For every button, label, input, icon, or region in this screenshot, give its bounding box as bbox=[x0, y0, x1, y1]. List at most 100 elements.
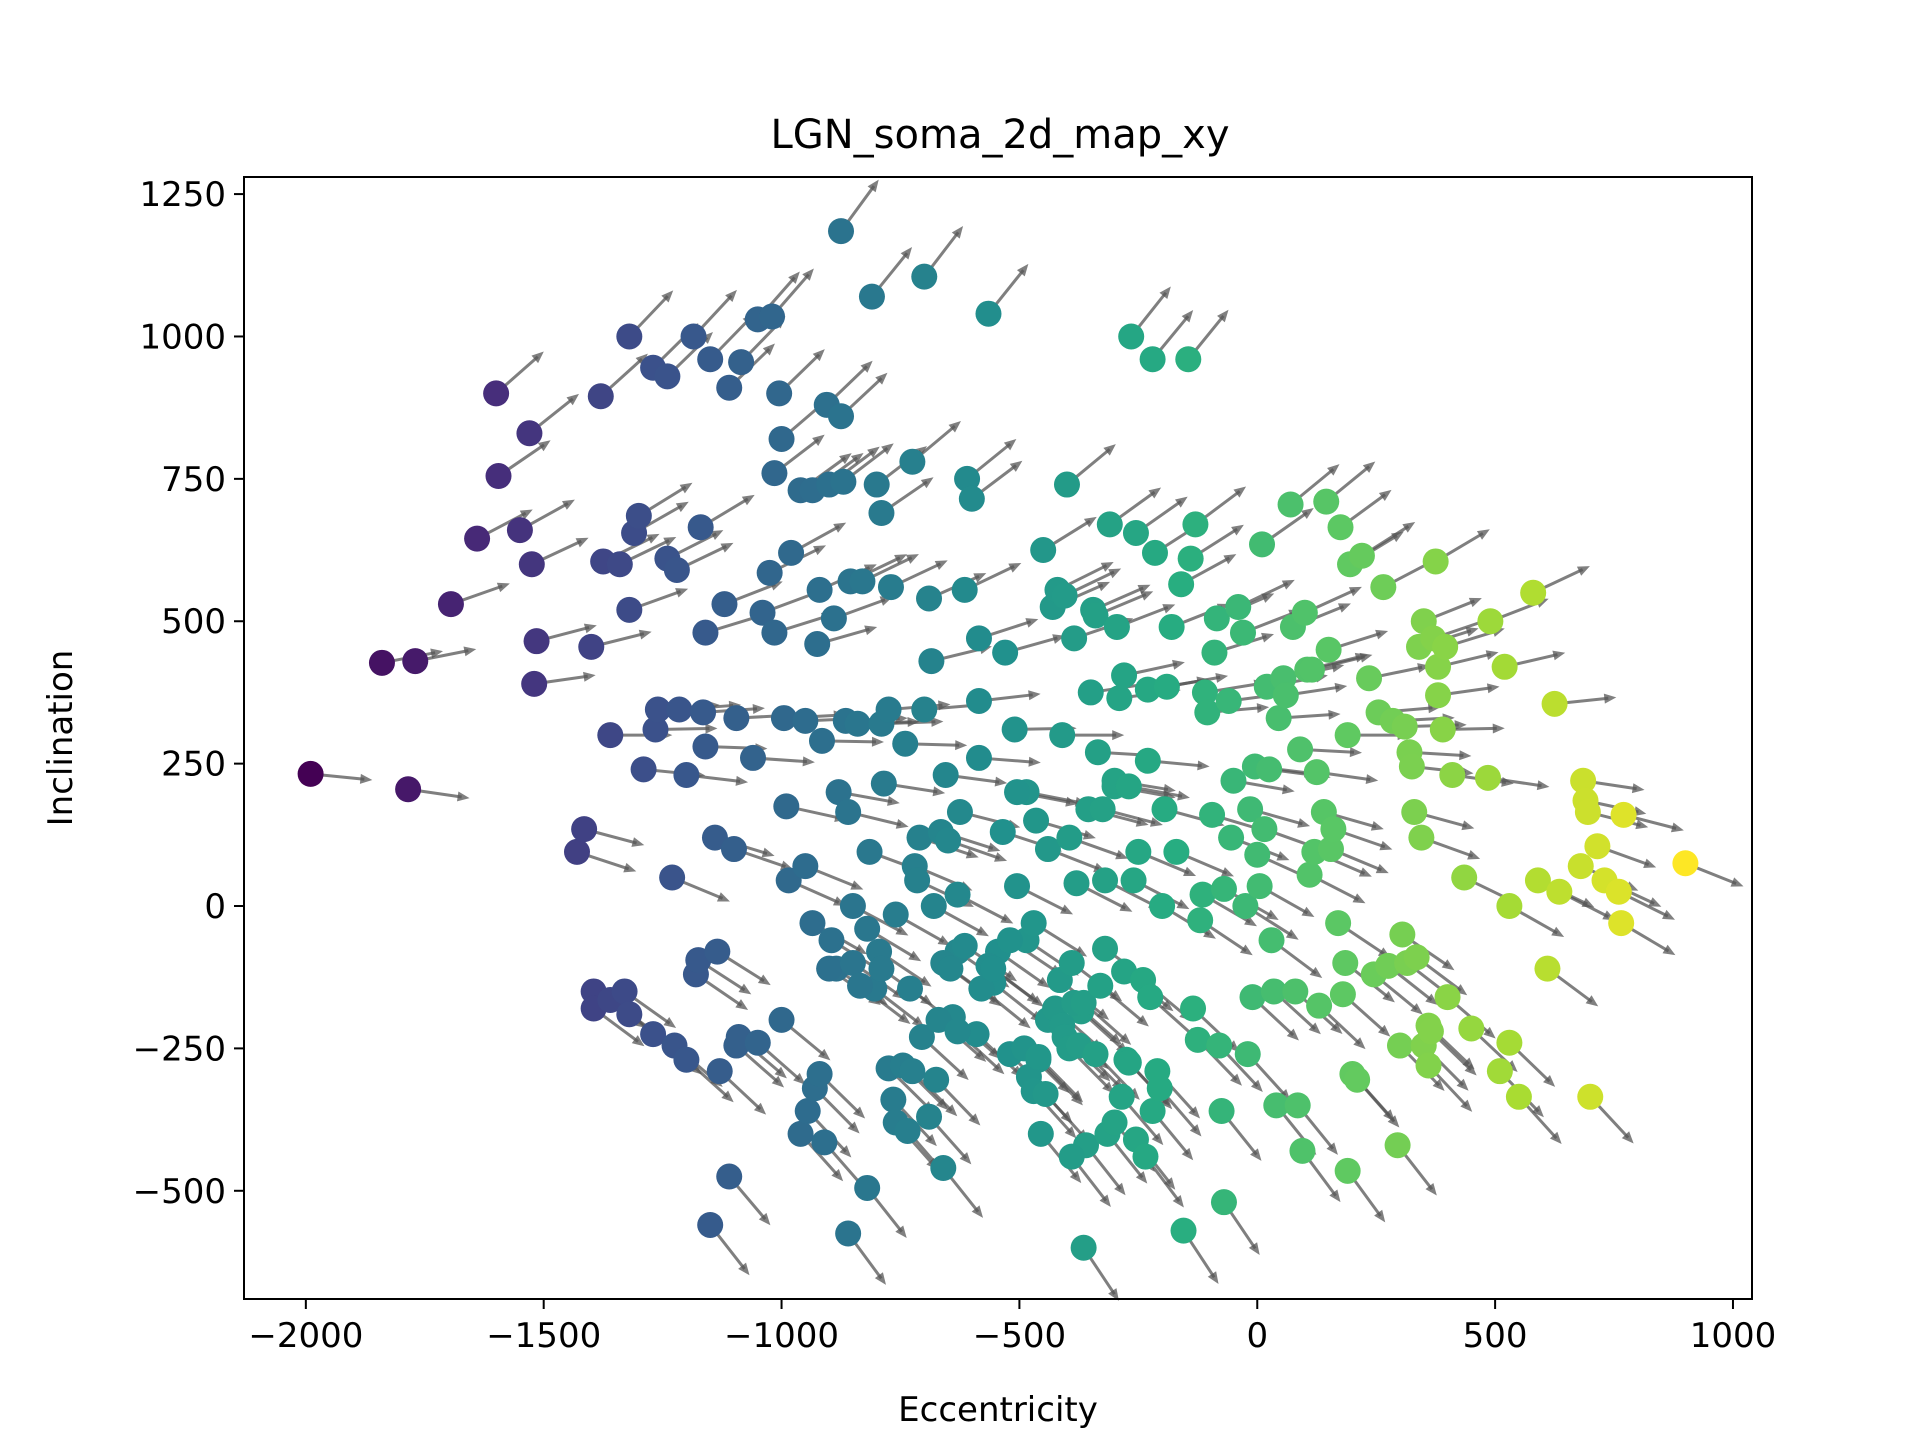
data-point bbox=[918, 648, 945, 675]
direction-arrow-head bbox=[1662, 944, 1676, 956]
data-point bbox=[1153, 673, 1180, 700]
data-point bbox=[770, 705, 797, 732]
direction-arrow-head bbox=[1250, 1079, 1263, 1092]
data-point bbox=[578, 633, 605, 660]
x-tick-label: −500 bbox=[973, 1316, 1066, 1356]
data-point bbox=[1092, 935, 1119, 962]
data-point bbox=[697, 346, 724, 373]
direction-arrow-head bbox=[1330, 1022, 1343, 1035]
data-point bbox=[1329, 981, 1356, 1008]
direction-arrow-head bbox=[908, 950, 922, 962]
data-point bbox=[1477, 608, 1504, 635]
data-point bbox=[816, 955, 843, 982]
direction-arrow-head bbox=[663, 536, 677, 547]
direction-arrow-head bbox=[1352, 893, 1366, 904]
data-point bbox=[1118, 323, 1145, 350]
data-point bbox=[1004, 873, 1031, 900]
data-point bbox=[706, 1058, 733, 1085]
direction-arrow-head bbox=[566, 393, 580, 406]
direction-arrow-head bbox=[1353, 1037, 1366, 1050]
data-point bbox=[521, 670, 548, 697]
data-point bbox=[1520, 579, 1547, 606]
direction-arrow-head bbox=[839, 453, 852, 465]
data-point bbox=[839, 893, 866, 920]
y-tick-label: 1000 bbox=[139, 317, 226, 357]
data-point bbox=[899, 448, 926, 475]
direction-arrow-head bbox=[635, 353, 648, 366]
data-point bbox=[1289, 1137, 1316, 1164]
direction-arrow-head bbox=[1244, 915, 1257, 927]
data-point bbox=[616, 596, 643, 623]
direction-arrow-head bbox=[1108, 1288, 1119, 1301]
direction-arrow-head bbox=[716, 892, 730, 902]
data-point bbox=[944, 1018, 971, 1045]
direction-arrow-head bbox=[934, 560, 948, 571]
direction-arrow-head bbox=[931, 716, 944, 727]
data-point bbox=[1189, 881, 1216, 908]
data-point bbox=[863, 471, 890, 498]
direction-arrow-head bbox=[853, 1106, 866, 1119]
direction-arrow-head bbox=[1621, 1131, 1634, 1144]
direction-arrow-head bbox=[1603, 693, 1617, 704]
direction-arrow-head bbox=[1103, 444, 1116, 456]
data-point bbox=[1232, 893, 1259, 920]
data-point bbox=[1120, 867, 1147, 894]
direction-arrow-head bbox=[537, 440, 551, 452]
data-point bbox=[1082, 1041, 1109, 1068]
data-point bbox=[297, 760, 324, 787]
data-point bbox=[958, 485, 985, 512]
x-tick-label: −1500 bbox=[486, 1316, 601, 1356]
data-point bbox=[1032, 1080, 1059, 1107]
arrows-layer bbox=[310, 179, 1744, 1301]
points-layer bbox=[297, 218, 1699, 1261]
direction-arrow-head bbox=[1464, 1063, 1477, 1076]
direction-arrow-head bbox=[1308, 1022, 1321, 1035]
data-point bbox=[896, 975, 923, 1002]
data-point bbox=[1001, 716, 1028, 743]
direction-arrow-head bbox=[1329, 1189, 1341, 1203]
data-point bbox=[856, 838, 883, 865]
y-axis: −500 −250 0 250 500 750 1000 1250 bbox=[133, 175, 244, 1212]
direction-arrow-head bbox=[1060, 904, 1074, 915]
direction-arrow-head bbox=[1585, 995, 1599, 1007]
data-point bbox=[925, 1006, 952, 1033]
data-point bbox=[1298, 656, 1325, 683]
direction-arrow-head bbox=[1362, 461, 1376, 473]
data-point bbox=[740, 744, 767, 771]
direction-arrow-head bbox=[1375, 863, 1389, 874]
direction-arrow-head bbox=[430, 648, 443, 659]
data-point bbox=[1496, 1029, 1523, 1056]
direction-arrow-head bbox=[1000, 913, 1014, 924]
direction-arrow-head bbox=[867, 179, 879, 193]
data-point bbox=[1063, 870, 1090, 897]
direction-arrow-head bbox=[1486, 683, 1500, 694]
direction-arrow-head bbox=[1281, 579, 1295, 590]
data-point bbox=[1256, 756, 1283, 783]
data-point bbox=[516, 420, 543, 447]
data-point bbox=[1249, 531, 1276, 558]
direction-arrow-head bbox=[1551, 926, 1565, 937]
data-point bbox=[804, 631, 831, 658]
direction-arrow-head bbox=[1189, 1124, 1202, 1137]
data-point bbox=[716, 374, 743, 401]
direction-arrow-head bbox=[875, 372, 888, 385]
direction-arrow-head bbox=[738, 983, 752, 995]
direction-arrow-head bbox=[1159, 286, 1171, 299]
direction-arrow-head bbox=[1140, 591, 1154, 601]
direction-arrow-head bbox=[1217, 309, 1229, 323]
data-point bbox=[923, 1066, 950, 1093]
direction-arrow-head bbox=[738, 1262, 750, 1276]
data-point bbox=[485, 463, 512, 490]
direction-arrow-head bbox=[812, 434, 825, 446]
y-tick-label: −500 bbox=[133, 1172, 226, 1212]
data-point bbox=[870, 770, 897, 797]
direction-arrow-head bbox=[583, 671, 596, 682]
data-point bbox=[1218, 824, 1245, 851]
direction-arrow-head bbox=[871, 736, 884, 747]
data-point bbox=[968, 975, 995, 1002]
data-point bbox=[483, 380, 510, 407]
direction-arrow-head bbox=[1148, 487, 1162, 499]
data-point bbox=[811, 1129, 838, 1156]
data-point bbox=[1291, 599, 1318, 626]
